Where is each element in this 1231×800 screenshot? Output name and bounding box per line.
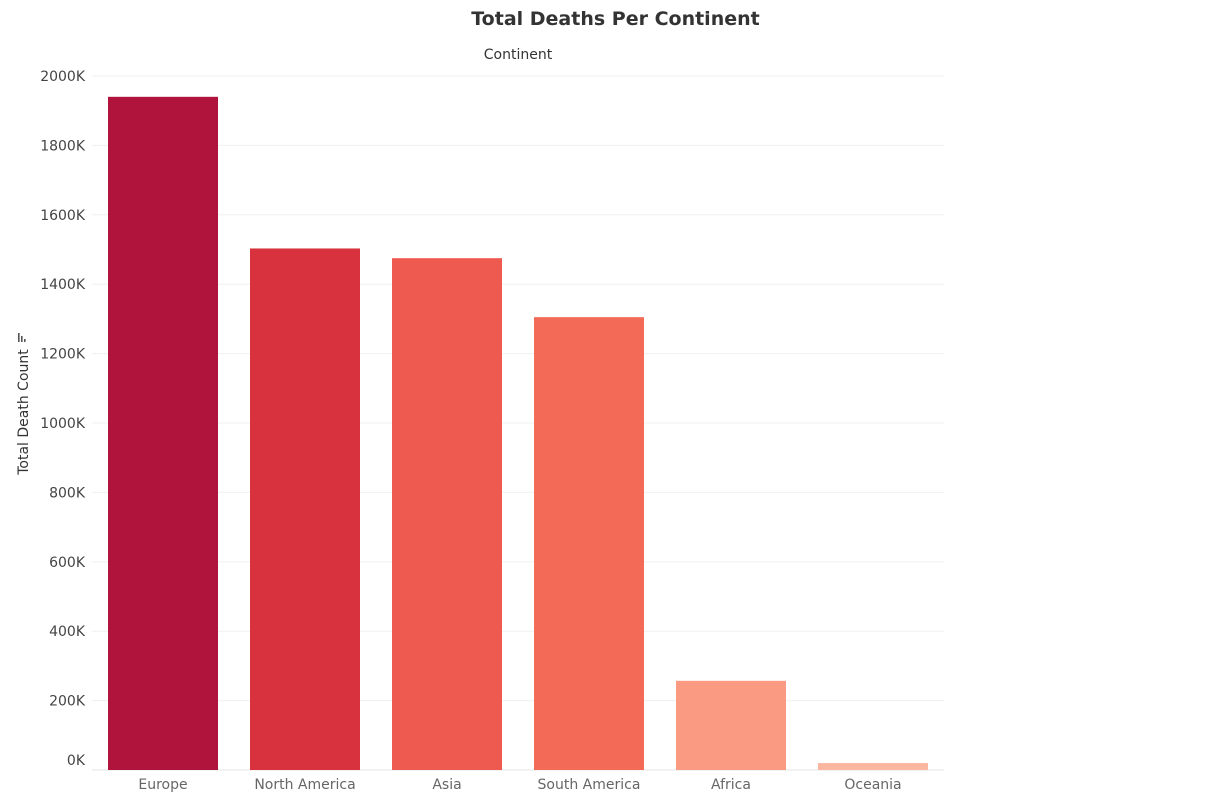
y-tick-label: 1000K <box>40 416 86 432</box>
column-header[interactable]: Continent <box>484 47 553 63</box>
bar-north-america[interactable] <box>250 248 360 771</box>
bar-europe[interactable] <box>108 96 218 770</box>
y-tick-label: 1600K <box>40 208 86 224</box>
x-tick-label[interactable]: Oceania <box>844 777 901 793</box>
bar-africa[interactable] <box>676 680 786 770</box>
x-tick-label[interactable]: Europe <box>138 777 187 793</box>
y-tick-label: 1200K <box>40 347 86 363</box>
y-tick-label: 200K <box>49 694 86 710</box>
sort-descending-icon[interactable] <box>18 333 26 342</box>
x-tick-label[interactable]: North America <box>254 777 355 793</box>
bar-asia[interactable] <box>392 258 502 770</box>
y-axis-ticks: 0K 200K 400K 600K 800K 1000K 1200K 1400K 1600K 18… <box>40 69 86 769</box>
x-axis-labels: Europe North America Asia South America Afri… <box>138 777 901 793</box>
y-tick-label: 2000K <box>40 69 86 85</box>
y-tick-label: 1400K <box>40 277 86 293</box>
y-axis-title[interactable]: Total Death Count <box>16 349 32 476</box>
bar-south-america[interactable] <box>534 317 644 770</box>
x-tick-label[interactable]: South America <box>538 777 641 793</box>
bars <box>108 96 928 771</box>
bar-oceania[interactable] <box>818 763 928 770</box>
x-tick-label[interactable]: Africa <box>711 777 751 793</box>
gridlines <box>92 75 944 771</box>
x-tick-label[interactable]: Asia <box>432 777 461 793</box>
y-tick-label: 1800K <box>40 138 86 154</box>
y-tick-label: 400K <box>49 624 86 640</box>
y-axis-title-group: Total Death Count <box>16 333 32 476</box>
y-tick-label: 600K <box>49 555 86 571</box>
chart-title: Total Deaths Per Continent <box>471 8 760 30</box>
y-tick-label: 0K <box>67 753 86 769</box>
y-tick-label: 800K <box>49 485 86 501</box>
